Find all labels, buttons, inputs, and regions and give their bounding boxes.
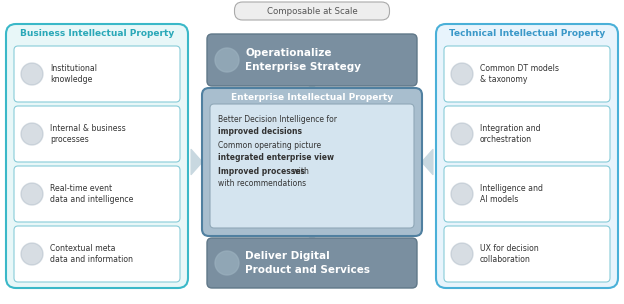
Text: Integration and
orchestration: Integration and orchestration bbox=[480, 124, 540, 144]
Text: Enterprise Intellectual Property: Enterprise Intellectual Property bbox=[231, 92, 393, 102]
FancyBboxPatch shape bbox=[444, 226, 610, 282]
Circle shape bbox=[451, 63, 473, 85]
FancyBboxPatch shape bbox=[235, 2, 389, 20]
Circle shape bbox=[21, 183, 43, 205]
FancyBboxPatch shape bbox=[207, 34, 417, 86]
Circle shape bbox=[451, 123, 473, 145]
Text: Deliver Digital
Product and Services: Deliver Digital Product and Services bbox=[245, 251, 370, 275]
FancyBboxPatch shape bbox=[14, 166, 180, 222]
Circle shape bbox=[215, 48, 239, 72]
FancyBboxPatch shape bbox=[207, 238, 417, 288]
Text: Operationalize
Enterprise Strategy: Operationalize Enterprise Strategy bbox=[245, 48, 361, 72]
Text: Contextual meta
data and information: Contextual meta data and information bbox=[50, 244, 133, 264]
Text: improved decisions: improved decisions bbox=[218, 126, 302, 136]
Text: with: with bbox=[290, 168, 309, 177]
Circle shape bbox=[451, 183, 473, 205]
FancyBboxPatch shape bbox=[14, 106, 180, 162]
FancyArrowPatch shape bbox=[300, 228, 324, 239]
Text: Improved processes: Improved processes bbox=[218, 168, 305, 177]
FancyBboxPatch shape bbox=[210, 104, 414, 228]
Text: Composable at Scale: Composable at Scale bbox=[266, 6, 358, 16]
Circle shape bbox=[21, 123, 43, 145]
Text: Business Intellectual Property: Business Intellectual Property bbox=[20, 29, 174, 39]
FancyArrowPatch shape bbox=[191, 150, 202, 174]
FancyBboxPatch shape bbox=[444, 46, 610, 102]
Circle shape bbox=[451, 243, 473, 265]
Text: integrated enterprise view: integrated enterprise view bbox=[218, 153, 334, 161]
FancyBboxPatch shape bbox=[444, 166, 610, 222]
Text: with recommendations: with recommendations bbox=[218, 178, 306, 188]
FancyBboxPatch shape bbox=[444, 106, 610, 162]
FancyBboxPatch shape bbox=[436, 24, 618, 288]
Text: Technical Intellectual Property: Technical Intellectual Property bbox=[449, 29, 605, 39]
Text: Internal & business
processes: Internal & business processes bbox=[50, 124, 126, 144]
Text: Intelligence and
AI models: Intelligence and AI models bbox=[480, 184, 543, 204]
FancyBboxPatch shape bbox=[14, 46, 180, 102]
Text: UX for decision
collaboration: UX for decision collaboration bbox=[480, 244, 539, 264]
FancyBboxPatch shape bbox=[14, 226, 180, 282]
Circle shape bbox=[21, 63, 43, 85]
Circle shape bbox=[215, 251, 239, 275]
Text: Institutional
knowledge: Institutional knowledge bbox=[50, 64, 97, 84]
Circle shape bbox=[21, 243, 43, 265]
Text: Common DT models
& taxonomy: Common DT models & taxonomy bbox=[480, 64, 559, 84]
Text: Real-time event
data and intelligence: Real-time event data and intelligence bbox=[50, 184, 134, 204]
Text: Better Decision Intelligence for: Better Decision Intelligence for bbox=[218, 116, 339, 125]
Text: Common operating picture: Common operating picture bbox=[218, 141, 321, 150]
FancyBboxPatch shape bbox=[6, 24, 188, 288]
FancyArrowPatch shape bbox=[300, 85, 324, 96]
FancyArrowPatch shape bbox=[422, 150, 433, 174]
FancyBboxPatch shape bbox=[202, 88, 422, 236]
